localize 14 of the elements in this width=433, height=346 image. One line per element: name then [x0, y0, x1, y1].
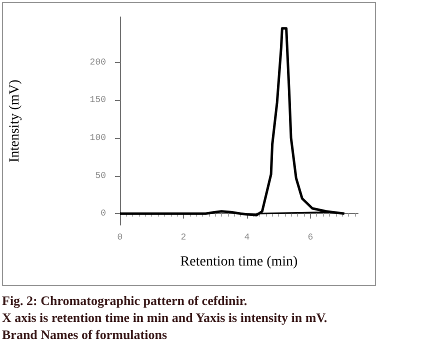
x-tick-label: 2	[180, 232, 186, 242]
y-tick-label: 100	[90, 133, 106, 144]
x-axis-title: Retention time (min)	[180, 254, 298, 270]
y-axis-title: Intensity (mV)	[8, 79, 22, 162]
x-tick-label: 6	[308, 232, 314, 242]
x-tick-label: 4	[244, 232, 250, 242]
y-tick-label: 50	[95, 170, 106, 181]
x-tick-label: 0	[117, 232, 123, 242]
caption: Fig. 2: Chromatographic pattern of cefdinir.	[2, 292, 248, 309]
text: Brand Names of formulations	[2, 326, 168, 343]
y-tick-label: 0	[100, 208, 106, 219]
text: X axis is retention time in min and Yaxis is intensity in mV.	[2, 309, 328, 326]
y-tick-label: 150	[90, 95, 106, 106]
y-tick-label: 200	[90, 57, 106, 68]
